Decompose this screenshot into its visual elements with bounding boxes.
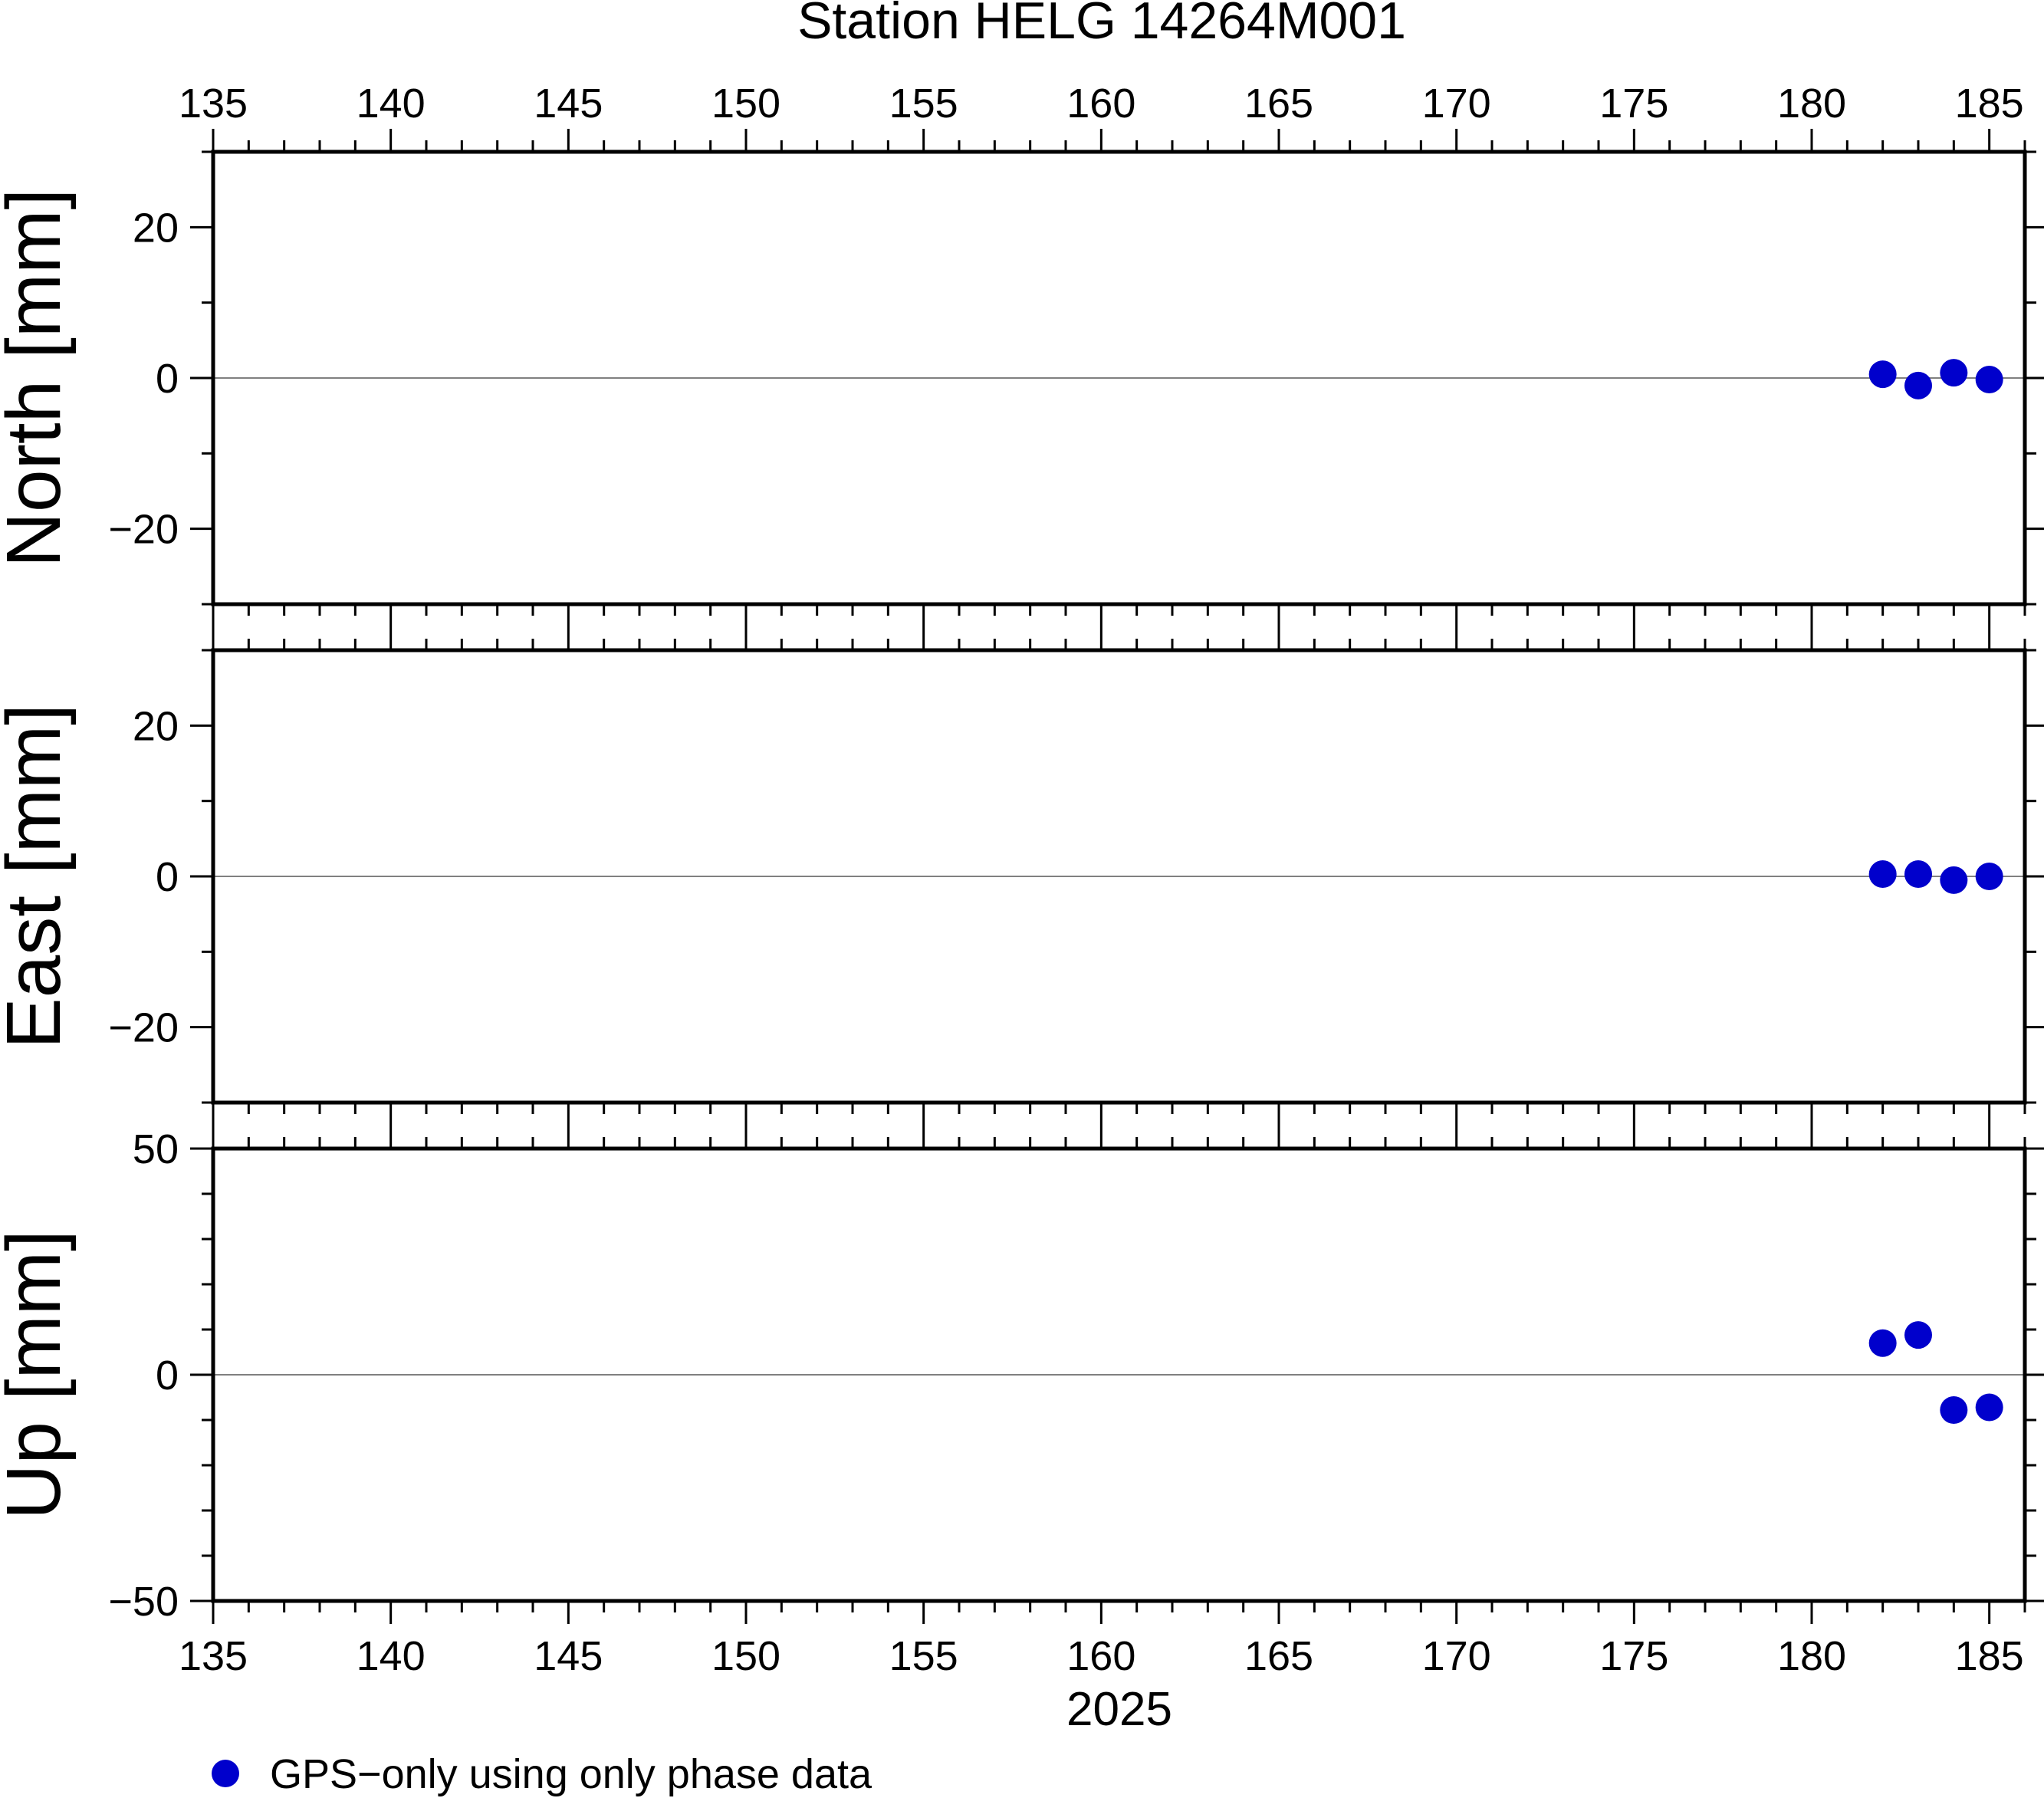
x-tick-label-top: 175 bbox=[1599, 81, 1668, 127]
data-point bbox=[1940, 866, 1968, 894]
panel-1: 135 140 145 150 155 160 165 170 175 180 185 20 0 −20 N… bbox=[0, 81, 2044, 627]
data-point bbox=[1868, 860, 1897, 889]
x-tick-label-top: 180 bbox=[1777, 81, 1846, 127]
panel-frame bbox=[211, 150, 2027, 606]
x-tick-label-top: 160 bbox=[1066, 81, 1135, 127]
x-tick-label-top: 170 bbox=[1422, 81, 1491, 127]
x-tick-label-top: 155 bbox=[889, 81, 958, 127]
x-tick-label-bottom: 145 bbox=[534, 1633, 603, 1679]
y-axis-label: North [mm] bbox=[0, 189, 77, 567]
data-point bbox=[1904, 371, 1932, 399]
x-tick-label-bottom: 180 bbox=[1777, 1633, 1846, 1679]
x-tick-label-top: 145 bbox=[534, 81, 603, 127]
data-point bbox=[1975, 1393, 2003, 1422]
legend-label: GPS−only using only phase data bbox=[270, 1751, 872, 1797]
x-tick-label-bottom: 140 bbox=[357, 1633, 426, 1679]
x-tick-label-top: 135 bbox=[179, 81, 248, 127]
panels: 135 140 145 150 155 160 165 170 175 180 185 20 0 −20 N… bbox=[0, 81, 2044, 1679]
x-tick-label-bottom: 185 bbox=[1955, 1633, 2024, 1679]
data-point bbox=[1868, 360, 1897, 389]
y-tick-label: −20 bbox=[108, 1005, 179, 1051]
x-tick-label-bottom: 160 bbox=[1066, 1633, 1135, 1679]
y-tick-label: 20 bbox=[133, 703, 179, 749]
data-point bbox=[1940, 359, 1968, 387]
y-tick-label: 0 bbox=[156, 356, 179, 402]
data-point bbox=[1904, 1321, 1932, 1349]
x-tick-label-bottom: 165 bbox=[1244, 1633, 1313, 1679]
y-axis-label: East [mm] bbox=[0, 704, 77, 1049]
y-tick-label: −20 bbox=[108, 507, 179, 553]
y-tick-label: 20 bbox=[133, 205, 179, 251]
y-tick-label: 50 bbox=[133, 1126, 179, 1172]
x-tick-label-top: 150 bbox=[711, 81, 780, 127]
x-tick-label-bottom: 175 bbox=[1599, 1633, 1668, 1679]
data-point bbox=[1868, 1329, 1897, 1357]
y-tick-label: −50 bbox=[108, 1579, 179, 1625]
y-tick-label: 0 bbox=[156, 1353, 179, 1399]
x-tick-label-bottom: 155 bbox=[889, 1633, 958, 1679]
data-point bbox=[1975, 365, 2003, 393]
panel-frame bbox=[211, 648, 2027, 1105]
x-tick-label-top: 185 bbox=[1955, 81, 2024, 127]
x-tick-label-top: 140 bbox=[357, 81, 426, 127]
y-tick-label: 0 bbox=[156, 854, 179, 900]
x-tick-label-bottom: 135 bbox=[179, 1633, 248, 1679]
data-point bbox=[1940, 1396, 1968, 1425]
y-axis-label: Up [mm] bbox=[0, 1230, 77, 1520]
panel-2: 20 0 −20 East [mm] bbox=[0, 627, 2044, 1126]
data-point bbox=[1904, 860, 1932, 889]
chart-title: Station HELG 14264M001 bbox=[797, 0, 1406, 50]
x-tick-label-bottom: 150 bbox=[711, 1633, 780, 1679]
data-point bbox=[1975, 863, 2003, 890]
x-tick-label-top: 165 bbox=[1244, 81, 1313, 127]
x-tick-label-bottom: 170 bbox=[1422, 1633, 1491, 1679]
panel-frame bbox=[211, 1146, 2027, 1603]
legend-marker bbox=[212, 1760, 239, 1787]
x-axis-title: 2025 bbox=[1066, 1683, 1172, 1736]
panel-3: 135 140 145 150 155 160 165 170 175 180 185 50 0 −50 U… bbox=[0, 1126, 2044, 1679]
legend: GPS−only using only phase data bbox=[212, 1751, 872, 1797]
